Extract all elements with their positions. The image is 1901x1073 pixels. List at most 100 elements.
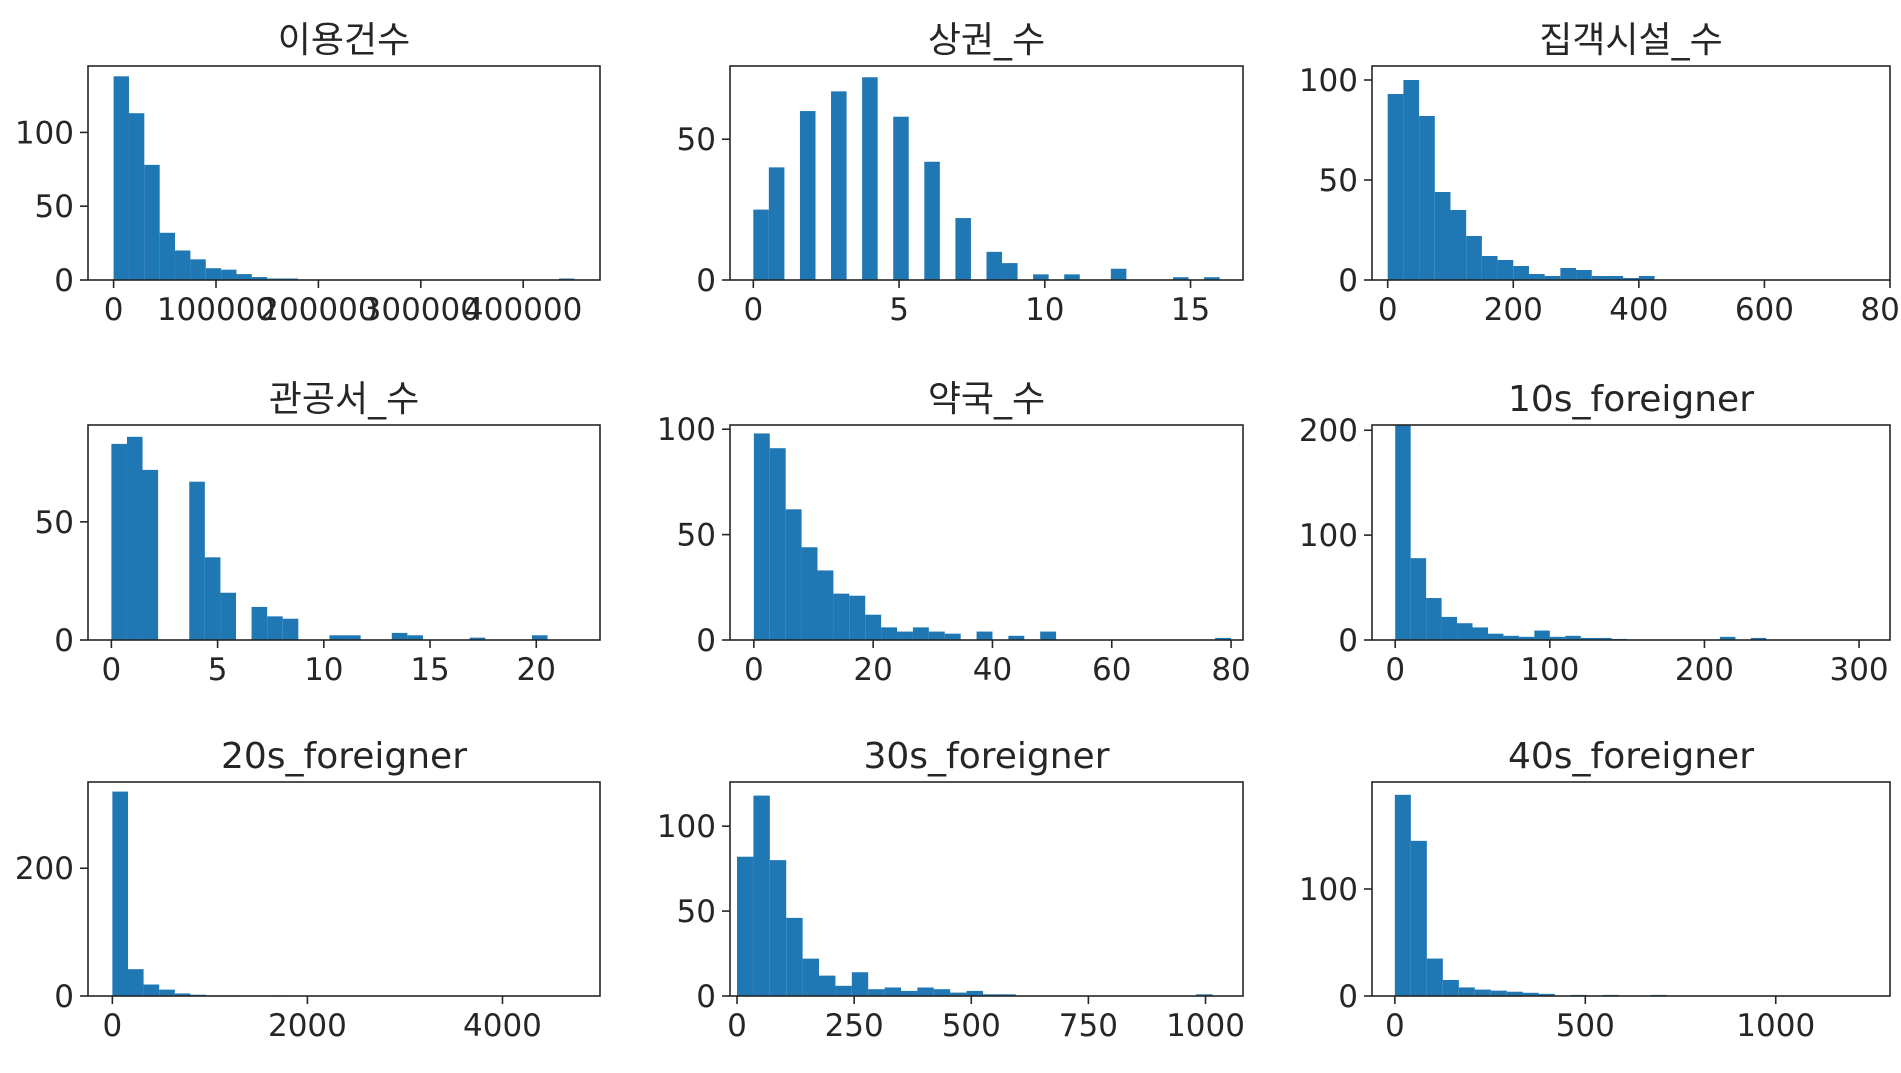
y-tick-label: 0 <box>1338 979 1358 1015</box>
x-tick-label: 20 <box>517 652 556 688</box>
x-tick-label: 0 <box>1378 292 1398 328</box>
histogram-bar <box>1426 958 1443 996</box>
histogram-bar <box>1528 274 1545 280</box>
histogram-bar <box>1591 276 1608 280</box>
histogram-panel: 0 2000 4000 0 200 20s_foreigner <box>15 736 601 1044</box>
x-tick-label: 5 <box>208 652 228 688</box>
histogram-bar <box>1518 636 1535 640</box>
histogram-bar <box>1434 192 1451 280</box>
x-tick-label: 100 <box>1520 652 1579 688</box>
histogram-bar <box>1040 631 1057 640</box>
histogram-bar <box>204 557 221 640</box>
histogram-bar <box>753 433 770 640</box>
x-tick-label: 300 <box>1829 652 1888 688</box>
histogram-bar <box>1506 991 1523 996</box>
histogram-bar <box>1442 979 1459 996</box>
y-tick-label: 50 <box>677 518 716 554</box>
panel-title: 30s_foreigner <box>863 736 1109 777</box>
y-tick-label: 50 <box>35 505 74 541</box>
histogram-bar <box>469 637 486 640</box>
histogram-bar <box>1565 635 1581 640</box>
histogram-bar <box>1466 236 1482 280</box>
histogram-bar <box>884 987 901 996</box>
histogram-bar <box>1522 992 1539 996</box>
histogram-bar <box>1481 256 1498 280</box>
histogram-bar <box>251 606 268 640</box>
x-tick-label: 20 <box>853 652 892 688</box>
x-tick-label: 800 <box>1860 292 1901 328</box>
x-tick-label: 750 <box>1059 1008 1118 1044</box>
panel-title: 관공서_수 <box>269 379 419 420</box>
histogram-bar <box>1560 268 1577 280</box>
histogram-bar <box>174 993 191 996</box>
histogram-bar <box>1750 637 1767 640</box>
x-tick-label: 500 <box>1556 1008 1615 1044</box>
y-tick-label: 50 <box>677 894 716 930</box>
histogram-bar <box>928 631 945 640</box>
histogram-bar <box>221 269 237 280</box>
histogram-bar <box>113 76 129 281</box>
histogram-bar <box>1410 558 1427 640</box>
x-tick-label: 10 <box>1025 292 1064 328</box>
histogram-bar <box>175 250 191 280</box>
axes-frame <box>729 424 1244 641</box>
histogram-bar <box>1196 994 1213 996</box>
histogram-panel: 0 5 10 15 20 0 50 관공서_수 <box>35 379 601 688</box>
histogram-bar <box>1458 987 1475 996</box>
histogram-bar <box>1441 616 1458 640</box>
x-tick-label: 200 <box>1484 292 1543 328</box>
y-tick-label: 0 <box>54 263 74 299</box>
histogram-bar <box>976 631 993 640</box>
histogram-bar <box>531 635 548 640</box>
y-tick-label: 100 <box>657 412 716 448</box>
x-tick-label: 300000 <box>362 292 480 328</box>
histogram-bar <box>897 631 913 640</box>
histogram-bar <box>769 860 787 996</box>
axes-frame <box>729 781 1244 997</box>
histogram-bar <box>753 209 769 280</box>
histogram-bar <box>1064 274 1080 280</box>
y-tick-label: 100 <box>1299 518 1358 554</box>
histogram-bar <box>865 614 882 640</box>
histogram-bar <box>1719 636 1736 640</box>
histogram-panel: 0 100 200 300 0 100 200 10s_foreigner <box>1299 379 1891 688</box>
histogram-bar <box>126 436 143 640</box>
x-tick-label: 80 <box>1211 652 1250 688</box>
histogram-bar <box>802 958 820 996</box>
histogram-bar <box>950 992 967 996</box>
x-tick-label: 5 <box>889 292 909 328</box>
x-tick-label: 400 <box>1609 292 1668 328</box>
histogram-bar <box>282 618 299 640</box>
y-tick-label: 50 <box>35 189 74 225</box>
panel-title: 이용건수 <box>278 20 410 61</box>
axes-frame <box>87 781 601 997</box>
panel-title: 10s_foreigner <box>1508 379 1754 420</box>
histogram-bar <box>1596 637 1612 640</box>
y-tick-label: 0 <box>696 623 716 659</box>
histogram-bar <box>1215 637 1232 640</box>
histogram-bar <box>944 633 961 640</box>
histogram-bar <box>111 443 127 640</box>
axes-frame <box>87 65 601 281</box>
x-tick-label: 0 <box>744 652 764 688</box>
histogram-bar <box>835 985 852 996</box>
histogram-bar <box>753 795 770 996</box>
x-tick-label: 2000 <box>268 1008 347 1044</box>
histogram-bar <box>1173 277 1189 280</box>
histogram-bar <box>966 990 983 996</box>
histogram-bar <box>251 277 268 280</box>
x-tick-label: 100000 <box>157 292 275 328</box>
x-tick-label: 1000 <box>1736 1008 1815 1044</box>
histogram-bar <box>1033 274 1049 280</box>
histogram-bar <box>159 989 175 996</box>
panel-title: 약국_수 <box>928 379 1045 420</box>
x-tick-label: 0 <box>743 292 763 328</box>
axes-frame <box>87 424 601 641</box>
histogram-bar <box>1472 627 1488 640</box>
histogram-bar <box>159 232 176 280</box>
y-tick-label: 0 <box>54 979 74 1015</box>
x-tick-label: 40 <box>973 652 1012 688</box>
histogram-bar <box>143 984 160 996</box>
histogram-bar <box>1110 268 1127 280</box>
